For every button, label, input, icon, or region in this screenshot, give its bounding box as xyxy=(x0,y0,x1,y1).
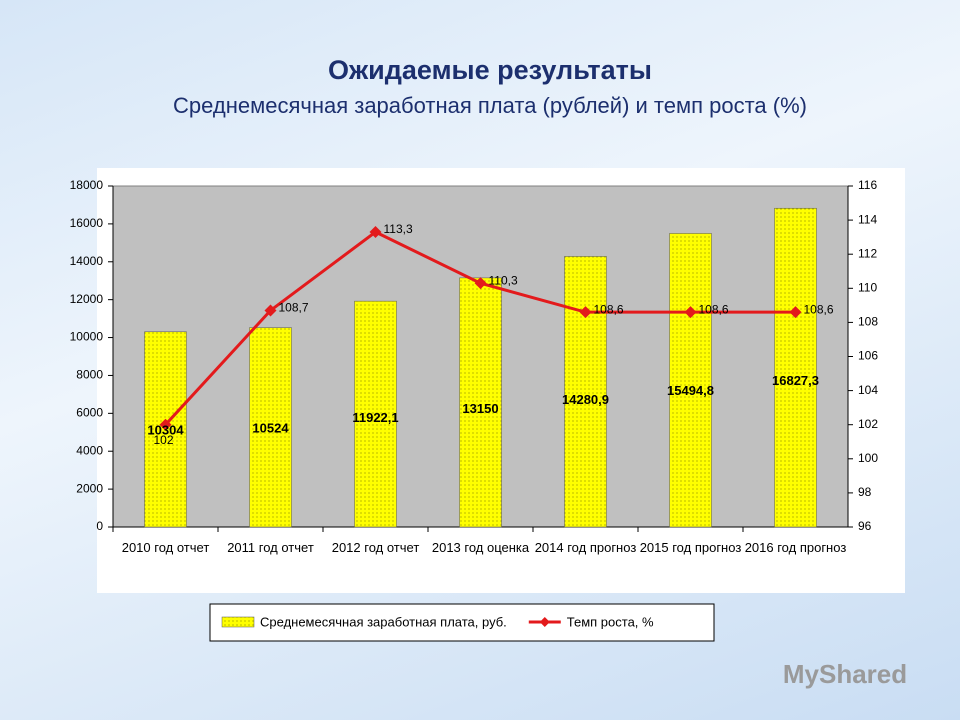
x-tick-label: 2015 год прогноз xyxy=(639,540,742,555)
y2-tick-label: 108 xyxy=(858,315,878,329)
legend-box xyxy=(209,603,715,642)
y-tick-label: 8000 xyxy=(76,368,103,382)
y-tick-label: 4000 xyxy=(76,443,103,457)
y2-tick-label: 96 xyxy=(858,519,872,533)
line-value-label: 108,7 xyxy=(279,301,309,315)
bar xyxy=(354,300,397,528)
y2-tick-label: 104 xyxy=(858,383,878,397)
line-marker xyxy=(579,306,592,319)
y-tick-label: 18000 xyxy=(70,178,104,192)
chart-subtitle: Среднемесячная заработная плата (рублей)… xyxy=(173,93,807,118)
line-value-label: 113,3 xyxy=(384,222,413,236)
bar-value-label: 10304 xyxy=(147,422,184,437)
x-tick-label: 2010 год отчет xyxy=(121,540,210,555)
y2-tick-label: 110 xyxy=(858,280,877,294)
line-marker xyxy=(369,226,382,239)
y-tick-label: 12000 xyxy=(70,292,104,306)
legend-marker xyxy=(539,617,550,627)
y-tick-label: 16000 xyxy=(70,216,104,230)
bar-value-label: 11922,1 xyxy=(352,410,398,425)
x-tick-label: 2016 год прогноз xyxy=(744,540,847,555)
watermark: MyShared xyxy=(783,659,907,689)
bar xyxy=(249,327,292,528)
bar-value-label: 13150 xyxy=(462,401,498,416)
legend-label: Темп роста, % xyxy=(567,614,654,629)
y2-tick-label: 106 xyxy=(858,349,878,363)
line-value-label: 108,6 xyxy=(699,302,729,316)
line-marker xyxy=(789,306,802,319)
bar-value-label: 15494,8 xyxy=(667,383,714,398)
y-tick-label: 14000 xyxy=(70,254,104,268)
line-value-label: 108,6 xyxy=(594,302,624,316)
y-tick-label: 0 xyxy=(96,519,103,533)
bar-value-label: 16827,3 xyxy=(772,373,819,388)
legend-swatch xyxy=(221,616,255,628)
x-tick-label: 2012 год отчет xyxy=(331,540,420,555)
bar xyxy=(459,277,502,528)
y-tick-label: 2000 xyxy=(76,481,103,495)
x-tick-label: 2011 год отчет xyxy=(227,540,314,555)
line-marker xyxy=(684,306,697,319)
x-tick-label: 2013 год оценка xyxy=(431,540,530,555)
chart-title: Ожидаемые результаты xyxy=(328,55,652,85)
line-marker xyxy=(474,277,487,290)
y2-tick-label: 114 xyxy=(858,212,877,226)
bar-value-label: 14280,9 xyxy=(562,392,609,407)
bar xyxy=(774,207,817,528)
y2-tick-label: 112 xyxy=(858,246,877,260)
y-tick-label: 10000 xyxy=(70,330,104,344)
y2-tick-label: 98 xyxy=(858,485,872,499)
line-value-label: 110,3 xyxy=(489,273,518,287)
line-marker xyxy=(264,304,277,317)
bar xyxy=(669,233,712,528)
legend-label: Среднемесячная заработная плата, руб. xyxy=(260,614,507,629)
y-tick-label: 6000 xyxy=(76,406,103,420)
line-value-label: 102 xyxy=(153,433,173,447)
y2-tick-label: 116 xyxy=(858,178,877,192)
bar xyxy=(564,256,607,528)
y2-tick-label: 100 xyxy=(858,451,878,465)
line-marker xyxy=(159,418,172,431)
x-tick-label: 2014 год прогноз xyxy=(534,540,637,555)
y2-tick-label: 102 xyxy=(858,417,878,431)
line-value-label: 108,6 xyxy=(804,302,834,316)
bar-value-label: 10524 xyxy=(252,421,289,436)
